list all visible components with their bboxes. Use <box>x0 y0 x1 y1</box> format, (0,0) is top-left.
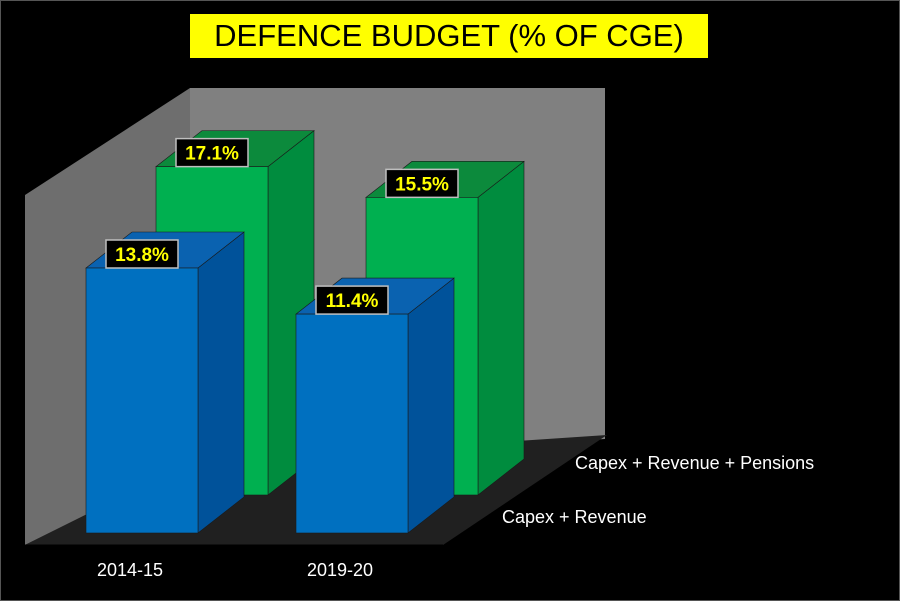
series-label-revenue: Capex + Revenue <box>502 507 647 527</box>
data-label-pensions-2014-15: 17.1% <box>175 137 249 168</box>
data-label-revenue-2019-20: 11.4% <box>315 285 389 315</box>
data-label-text: 17.1% <box>185 144 239 165</box>
data-label-box <box>175 137 249 168</box>
data-label-text: 11.4% <box>326 291 379 312</box>
data-label-text: 15.5% <box>395 174 449 195</box>
data-label-text: 13.8% <box>115 245 169 266</box>
data-label-box <box>315 285 389 315</box>
bar-pensions-2019-20-side <box>477 160 525 496</box>
x-tick-label-2019-20: 2019-20 <box>307 560 373 580</box>
data-label-pensions-2019-20: 15.5% <box>385 168 459 199</box>
bar-revenue-2019-20 <box>295 313 409 534</box>
data-label-box <box>105 239 179 269</box>
bar-revenue-2014-15 <box>85 267 199 534</box>
bar-revenue-2019-20-side <box>407 277 455 534</box>
bar-revenue-2014-15-side <box>197 231 245 534</box>
chart-title: DEFENCE BUDGET (% OF CGE) <box>190 14 708 58</box>
x-tick-label-2014-15: 2014-15 <box>97 560 163 580</box>
data-label-box <box>385 168 459 199</box>
series-label-pensions: Capex + Revenue + Pensions <box>575 453 814 473</box>
data-label-revenue-2014-15: 13.8% <box>105 239 179 269</box>
